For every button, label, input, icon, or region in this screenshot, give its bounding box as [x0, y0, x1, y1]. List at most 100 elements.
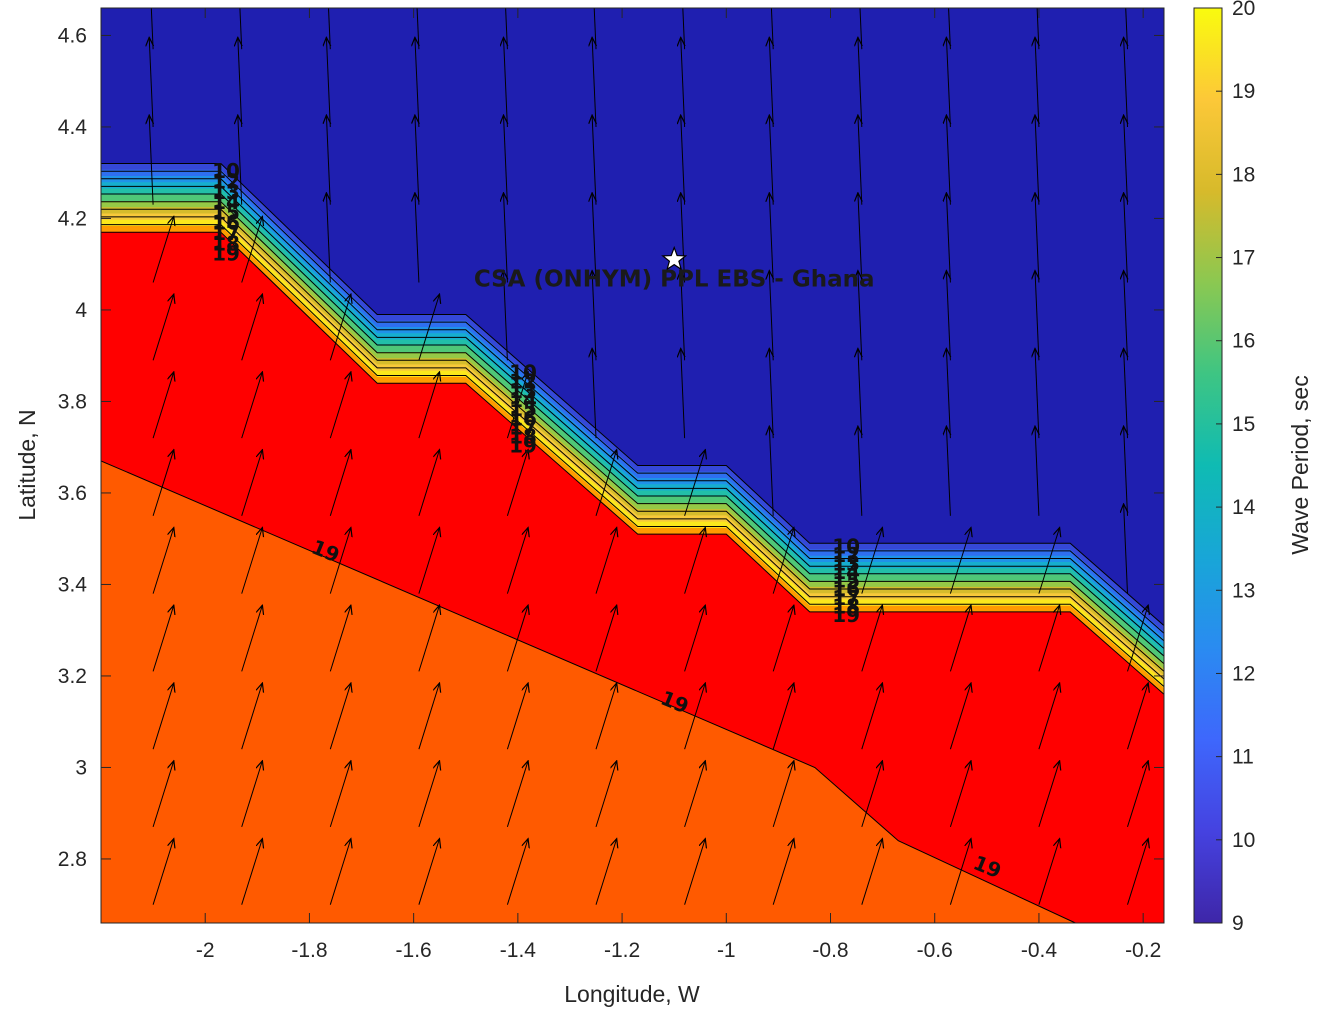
stacked-contour-label: 13	[509, 379, 537, 403]
wave-vector	[769, 37, 773, 128]
stacked-contour-label: 13	[212, 180, 240, 204]
wave-vector	[770, 8, 774, 50]
wave-vector	[1124, 426, 1128, 516]
y-tick-label: 4	[75, 299, 87, 322]
colorbar-ticks: 9 10 11 12 13 14 15 16 17 18 19 20	[1216, 0, 1256, 935]
wave-vector	[684, 528, 706, 594]
wave-vector	[861, 528, 883, 594]
y-tick-label: 4.4	[58, 116, 88, 139]
x-axis-label: Longitude, W	[564, 981, 700, 1007]
wave-vector	[684, 450, 706, 516]
wave-vector	[1127, 761, 1149, 828]
x-tick-label: -2	[196, 939, 215, 962]
wave-vector	[1127, 839, 1149, 905]
wave-vector	[152, 372, 174, 439]
colorbar: 9 10 11 12 13 14 15 16 17 18 19 20	[1193, 0, 1256, 935]
stacked-contour-label: 18	[212, 231, 240, 255]
wave-vector	[946, 348, 950, 439]
wave-vector	[1035, 426, 1039, 516]
stacked-contour-label: 14	[212, 190, 240, 214]
wave-vector	[329, 372, 351, 439]
stacked-contour-label: 10	[509, 361, 537, 385]
wave-vector	[593, 8, 597, 50]
wave-vector	[769, 115, 773, 205]
wave-vector	[595, 450, 617, 516]
wave-vector	[152, 294, 174, 361]
wave-vector	[772, 683, 794, 750]
y-tick-label: 3.6	[58, 482, 87, 505]
colorbar-tick-label: 13	[1232, 579, 1255, 602]
contour-line	[101, 224, 1164, 687]
wave-vector	[769, 271, 773, 361]
station-marker	[661, 245, 688, 271]
wave-vector	[152, 683, 174, 750]
colorbar-tick-label: 9	[1232, 912, 1244, 935]
x-tick-label: -1.4	[500, 939, 537, 962]
y-tick-label: 3.8	[58, 390, 87, 413]
wave-vector	[416, 8, 420, 50]
wave-vector	[858, 426, 862, 516]
x-tick-label: -1.8	[291, 939, 327, 962]
wave-vector	[418, 605, 440, 672]
colorbar-tick-label: 12	[1232, 662, 1255, 685]
wave-vector	[946, 115, 950, 205]
wave-vector	[858, 115, 862, 205]
stacked-contour-label: 14	[832, 560, 860, 584]
wave-vector	[681, 348, 685, 439]
wave-vector	[329, 294, 351, 361]
wave-vector	[505, 8, 508, 50]
wave-vector	[1124, 37, 1128, 128]
wave-vector	[772, 761, 794, 828]
wave-vector	[152, 528, 174, 594]
wave-vector	[1124, 504, 1128, 594]
wave-vector	[1038, 605, 1060, 672]
wave-vector	[504, 115, 508, 205]
wave-vector	[946, 271, 950, 361]
station-star	[661, 245, 688, 271]
colorbar-tick-label: 11	[1232, 746, 1254, 769]
colorbar-tick-label: 16	[1232, 330, 1255, 353]
y-tick-label: 3.2	[58, 665, 87, 688]
wave-vector	[772, 605, 794, 672]
wave-vector	[152, 450, 174, 516]
x-tick-label: -0.6	[917, 939, 953, 962]
wave-vector	[329, 605, 351, 672]
stacked-contour-label: 19	[509, 434, 537, 458]
wave-vector	[861, 605, 883, 672]
wave-vector	[326, 37, 330, 128]
wave-vector	[241, 761, 263, 828]
wave-vector	[1035, 193, 1039, 283]
contour-line	[101, 178, 1164, 642]
contour-line	[101, 216, 1164, 680]
y-tick-label: 2.8	[58, 848, 87, 871]
wave-vector	[595, 605, 617, 672]
wave-vector	[949, 683, 971, 750]
wave-vector	[418, 683, 440, 750]
wave-vector	[592, 37, 596, 128]
wave-vector	[858, 348, 862, 439]
wave-vector	[1125, 8, 1128, 50]
wave-vector	[1035, 37, 1039, 128]
y-tick-label: 3.4	[58, 573, 88, 596]
wave-vector	[418, 294, 440, 361]
wave-vector	[949, 528, 971, 594]
wave-vector	[418, 839, 440, 905]
wave-vector	[152, 761, 174, 828]
wave-vector	[150, 8, 154, 50]
wave-vector	[595, 683, 617, 750]
wave-vector	[946, 426, 950, 516]
stacked-contour-label: 15	[509, 397, 537, 421]
wave-vector	[1035, 271, 1039, 361]
colorbar-tick-label: 20	[1232, 0, 1255, 20]
wave-vector	[415, 115, 419, 205]
stacked-contour-label: 17	[212, 221, 240, 245]
wave-vector	[326, 193, 330, 283]
contour-line-19	[101, 460, 1076, 923]
wave-vector	[239, 8, 243, 50]
x-tick-label: -0.8	[812, 939, 848, 962]
wave-vector	[946, 37, 950, 128]
wave-vector	[418, 528, 440, 594]
stacked-contour-label: 15	[832, 569, 860, 593]
